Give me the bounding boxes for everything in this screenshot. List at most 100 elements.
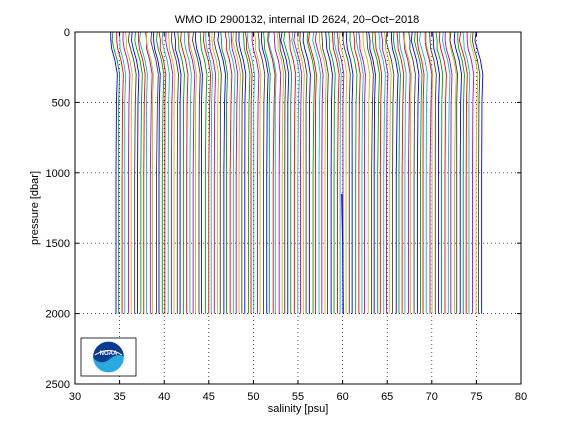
profile-line bbox=[111, 31, 121, 314]
profile-line bbox=[137, 31, 146, 314]
profile-line bbox=[306, 31, 316, 314]
profile-line bbox=[302, 31, 311, 314]
profile-line bbox=[390, 31, 399, 314]
profile-line bbox=[116, 31, 124, 314]
profile-line bbox=[125, 31, 133, 314]
profile-line bbox=[299, 31, 308, 314]
profile-line bbox=[384, 31, 392, 314]
x-tick-label: 40 bbox=[158, 391, 170, 403]
profile-line bbox=[211, 31, 220, 314]
profile-line bbox=[167, 31, 176, 314]
profile-line bbox=[416, 31, 425, 314]
profile-line bbox=[170, 31, 179, 314]
profile-line bbox=[307, 31, 317, 314]
profile-line bbox=[342, 31, 351, 314]
profile-line bbox=[177, 31, 185, 314]
profile-line bbox=[217, 31, 226, 314]
profile-line bbox=[227, 31, 236, 314]
profile-line bbox=[366, 31, 374, 314]
y-ticks: 0 500 1000 1500 2000 2500 bbox=[46, 27, 521, 391]
profile-line bbox=[331, 31, 340, 314]
profile-line bbox=[267, 31, 276, 314]
profile-line bbox=[161, 31, 170, 314]
y-tick-label: 2500 bbox=[46, 379, 70, 391]
profile-line bbox=[345, 31, 354, 314]
profile-line bbox=[362, 32, 371, 314]
profile-line bbox=[278, 31, 287, 314]
profile-line bbox=[150, 31, 159, 314]
profile-line bbox=[183, 31, 192, 314]
profile-line bbox=[425, 31, 434, 314]
profile-line bbox=[134, 31, 143, 314]
profile-line bbox=[268, 31, 277, 314]
profile-line bbox=[355, 31, 364, 314]
profile-line bbox=[280, 31, 290, 314]
profile-line bbox=[336, 31, 345, 314]
profile-line bbox=[396, 31, 405, 314]
profile-line bbox=[283, 31, 293, 314]
profile-line bbox=[165, 31, 174, 314]
profile-line bbox=[220, 31, 228, 314]
y-tick-label: 2000 bbox=[46, 309, 70, 321]
x-tick-label: 60 bbox=[336, 391, 348, 403]
x-tick-label: 65 bbox=[381, 391, 393, 403]
profile-line bbox=[208, 31, 217, 314]
svg-text:NOAA: NOAA bbox=[100, 351, 118, 357]
profile-line bbox=[213, 31, 222, 314]
profile-line bbox=[368, 31, 376, 314]
x-tick-label: 75 bbox=[470, 391, 482, 403]
profile-line bbox=[251, 31, 260, 314]
x-tick-label: 80 bbox=[515, 391, 527, 403]
profile-line bbox=[385, 31, 395, 314]
profile-line bbox=[293, 31, 303, 314]
profile-line bbox=[318, 31, 327, 314]
profile-line bbox=[235, 31, 244, 314]
profile-line bbox=[224, 31, 233, 314]
y-tick-label: 1000 bbox=[46, 168, 70, 180]
profile-line bbox=[474, 31, 484, 314]
profile-line bbox=[444, 31, 453, 314]
profile-line bbox=[131, 31, 140, 314]
y-tick-label: 1500 bbox=[46, 238, 70, 250]
profile-line bbox=[439, 31, 447, 314]
x-tick-label: 30 bbox=[69, 391, 81, 403]
profile-line bbox=[156, 31, 165, 314]
profile-line bbox=[374, 31, 383, 314]
profile-line bbox=[413, 31, 423, 314]
profile-line bbox=[238, 31, 247, 314]
profile-line bbox=[418, 31, 428, 314]
profile-line bbox=[195, 31, 203, 314]
profile-line bbox=[403, 31, 411, 314]
x-tick-label: 55 bbox=[292, 391, 304, 403]
profile-line bbox=[153, 31, 161, 314]
profile-line bbox=[341, 193, 344, 314]
profile-line bbox=[328, 31, 336, 314]
profile-line bbox=[242, 31, 251, 314]
profile-line bbox=[393, 31, 401, 314]
profile-line bbox=[338, 31, 348, 314]
chart-title: WMO ID 2900132, internal ID 2624, 20−Oct… bbox=[175, 14, 420, 26]
profile-line bbox=[188, 31, 197, 314]
noaa-logo: NOAA bbox=[80, 337, 137, 377]
profile-line bbox=[230, 31, 239, 314]
profile-line bbox=[333, 31, 342, 314]
profile-line bbox=[372, 31, 380, 314]
profile-line bbox=[127, 31, 137, 314]
profile-line bbox=[378, 31, 386, 314]
profile-line bbox=[146, 31, 154, 314]
profile-line bbox=[349, 31, 358, 314]
profile-line bbox=[471, 31, 481, 314]
profile-line bbox=[247, 31, 256, 314]
profile-line bbox=[273, 31, 282, 314]
profile-line bbox=[191, 31, 201, 314]
profile-line bbox=[321, 31, 329, 314]
profile-line bbox=[297, 31, 305, 314]
profile-line bbox=[410, 31, 420, 314]
profile-line bbox=[462, 31, 471, 314]
profile-line bbox=[199, 31, 208, 314]
profile-line bbox=[276, 31, 285, 314]
profile-line bbox=[122, 31, 131, 314]
profile-line bbox=[458, 31, 468, 314]
profile-line bbox=[457, 31, 465, 314]
